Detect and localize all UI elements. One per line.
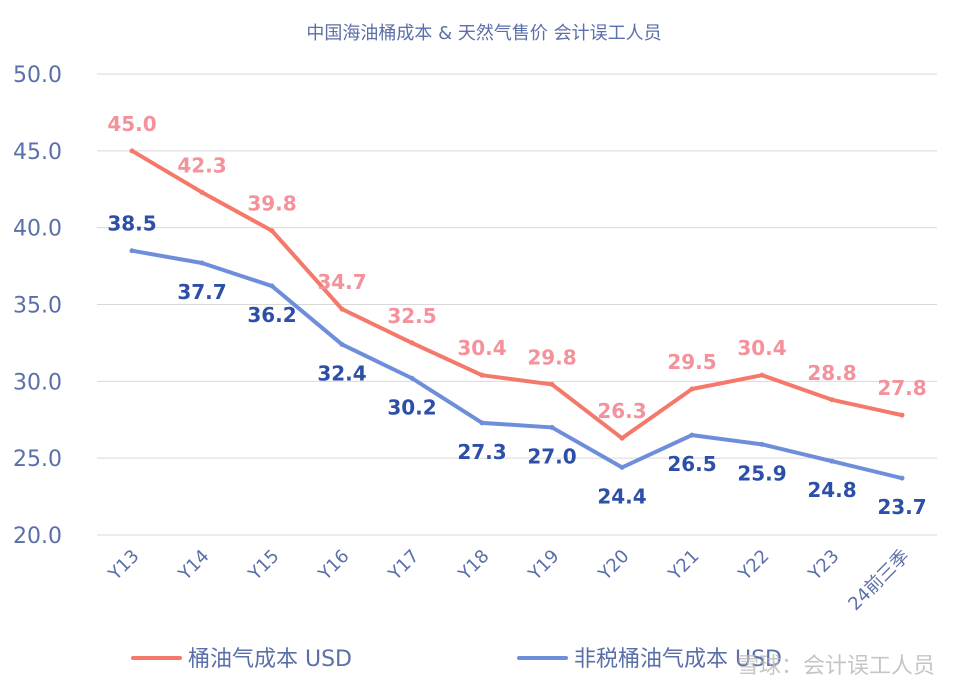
data-label: 34.7: [317, 270, 366, 294]
data-label: 30.2: [387, 395, 436, 419]
data-point: [479, 372, 485, 378]
data-point: [829, 397, 835, 403]
legend: 桶油气成本 USD 非税桶油气成本 USD: [131, 647, 782, 672]
data-point: [199, 260, 205, 266]
data-point: [689, 386, 695, 392]
data-point: [899, 475, 905, 481]
data-label: 26.5: [667, 452, 716, 476]
data-point: [619, 464, 625, 470]
data-label: 37.7: [177, 280, 226, 304]
data-point: [269, 228, 275, 234]
data-point: [269, 283, 275, 289]
data-point: [129, 148, 135, 154]
data-labels: 45.0 42.3 39.8 34.7 32.5 30.4 29.8 26.3 29.5 30.4…: [107, 112, 926, 519]
y-tick-label: 50.0: [13, 63, 62, 88]
y-axis: 20.0 25.0 30.0 35.0 40.0 45.0 50.0: [13, 63, 62, 549]
data-label: 30.4: [737, 336, 786, 360]
y-tick-label: 40.0: [13, 217, 62, 242]
data-label: 29.5: [667, 350, 716, 374]
data-point: [479, 420, 485, 426]
y-tick-label: 20.0: [13, 524, 62, 549]
y-tick-label: 35.0: [13, 294, 62, 319]
legend-label-1: 桶油气成本 USD: [188, 647, 352, 672]
watermark: 雪球：会计误工人员: [737, 654, 935, 679]
data-point: [759, 372, 765, 378]
data-label: 27.3: [457, 440, 506, 464]
y-tick-label: 30.0: [13, 370, 62, 395]
data-label: 29.8: [527, 345, 576, 369]
data-label: 30.4: [457, 336, 506, 360]
data-point: [409, 340, 415, 346]
data-label: 24.8: [807, 478, 856, 502]
data-label: 45.0: [107, 112, 156, 136]
data-label: 32.5: [387, 304, 436, 328]
y-tick-label: 25.0: [13, 447, 62, 472]
data-label: 39.8: [247, 192, 296, 216]
data-point: [549, 424, 555, 430]
y-tick-label: 45.0: [13, 140, 62, 165]
data-point: [549, 381, 555, 387]
series-layer: [129, 148, 905, 481]
series-line-2: [130, 248, 904, 481]
legend-label-2: 非税桶油气成本 USD: [574, 647, 782, 672]
data-label: 26.3: [597, 399, 646, 423]
data-point: [339, 341, 345, 347]
data-point: [619, 435, 625, 441]
data-point: [689, 432, 695, 438]
data-label: 38.5: [107, 212, 156, 236]
data-label: 36.2: [247, 303, 296, 327]
data-label: 24.4: [597, 484, 646, 508]
data-label: 25.9: [737, 461, 786, 485]
data-point: [199, 189, 205, 195]
data-label: 23.7: [877, 495, 926, 519]
data-point: [129, 248, 135, 254]
data-point: [339, 306, 345, 312]
chart-title: 中国海油桶成本 & 天然气售价 会计误工人员: [306, 23, 661, 44]
series-line-1: [130, 148, 904, 441]
data-label: 28.8: [807, 361, 856, 385]
data-point: [759, 441, 765, 447]
data-label: 32.4: [317, 361, 366, 385]
data-label: 27.8: [877, 376, 926, 400]
data-point: [829, 458, 835, 464]
data-point: [409, 375, 415, 381]
data-label: 42.3: [177, 153, 226, 177]
data-label: 27.0: [527, 444, 576, 468]
data-point: [899, 412, 905, 418]
